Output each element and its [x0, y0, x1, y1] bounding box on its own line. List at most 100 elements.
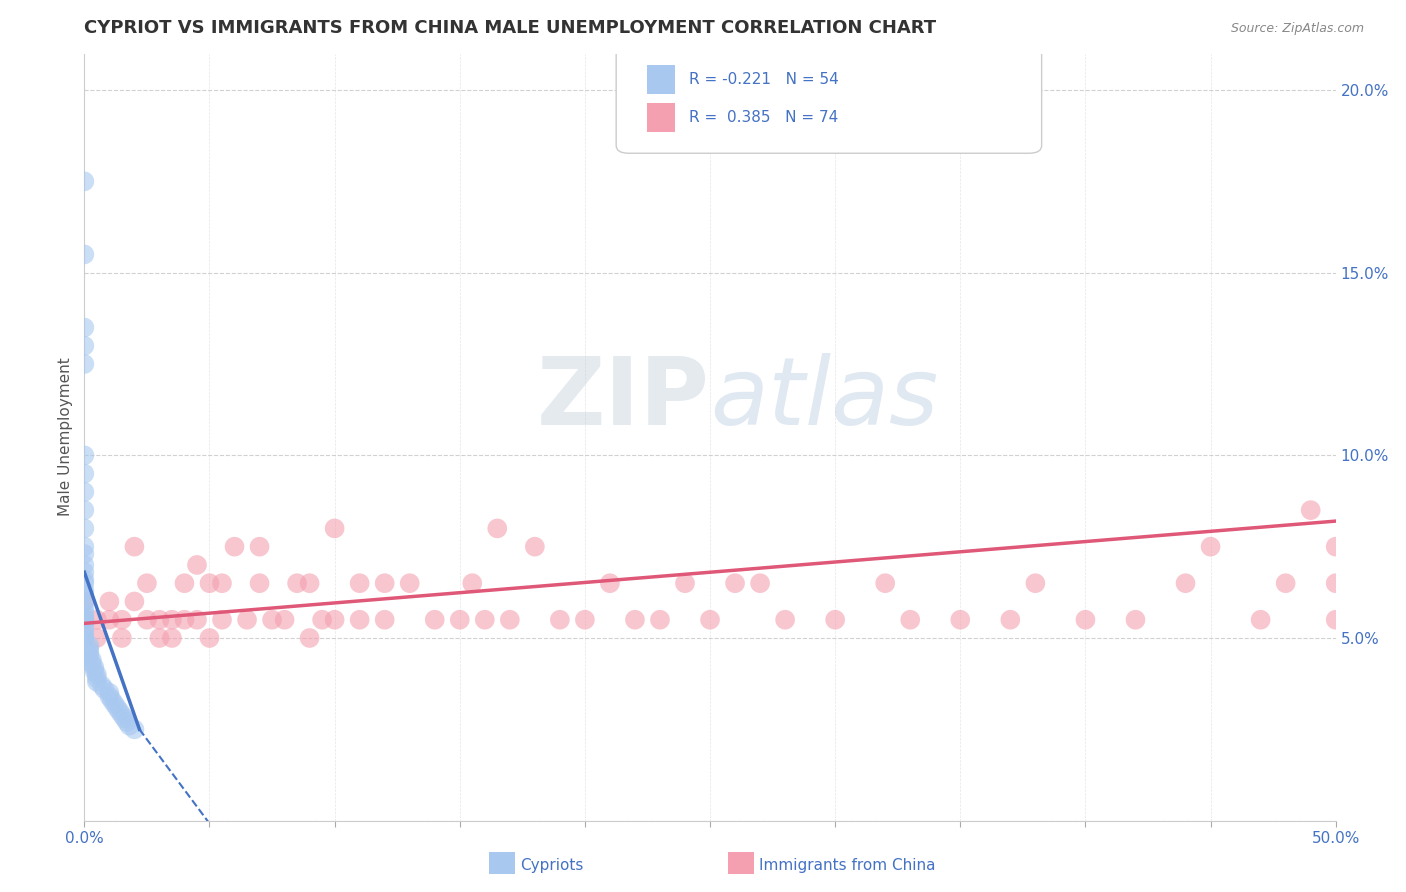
Point: [1000, 613, 1022, 627]
Point: [773, 613, 796, 627]
Point: [374, 576, 396, 591]
Point: [73, 613, 96, 627]
Point: [73, 620, 96, 634]
Point: [73, 558, 96, 572]
Text: R =  0.385   N = 74: R = 0.385 N = 74: [689, 110, 838, 125]
Point: [323, 613, 346, 627]
Point: [79, 638, 101, 652]
Point: [111, 707, 134, 722]
Point: [73, 601, 96, 615]
Point: [73, 573, 96, 587]
Point: [86, 671, 108, 685]
Point: [136, 576, 159, 591]
Point: [1125, 613, 1147, 627]
Point: [83, 660, 105, 674]
Point: [1250, 613, 1272, 627]
Y-axis label: Male Unemployment: Male Unemployment: [58, 358, 73, 516]
Point: [236, 613, 259, 627]
Point: [136, 613, 159, 627]
Point: [79, 646, 101, 660]
Point: [548, 613, 571, 627]
Point: [79, 649, 101, 664]
Point: [1199, 540, 1222, 554]
Point: [73, 606, 96, 620]
Point: [80, 657, 103, 671]
Point: [86, 631, 108, 645]
Point: [90, 678, 112, 692]
Point: [224, 540, 246, 554]
Text: Immigrants from China: Immigrants from China: [759, 858, 936, 872]
Point: [249, 540, 271, 554]
Point: [73, 521, 96, 535]
Point: [73, 631, 96, 645]
Point: [73, 484, 96, 499]
Point: [198, 576, 221, 591]
Point: [173, 576, 195, 591]
Point: [73, 616, 96, 631]
Point: [699, 613, 721, 627]
Point: [98, 690, 121, 704]
Bar: [648, 65, 675, 95]
Point: [262, 613, 284, 627]
Point: [73, 627, 96, 641]
Point: [115, 714, 138, 729]
Point: [198, 631, 221, 645]
Point: [73, 624, 96, 638]
Point: [98, 594, 121, 608]
Point: [73, 594, 96, 608]
Point: [73, 320, 96, 334]
Point: [349, 576, 371, 591]
Point: [73, 503, 96, 517]
Text: CYPRIOT VS IMMIGRANTS FROM CHINA MALE UNEMPLOYMENT CORRELATION CHART: CYPRIOT VS IMMIGRANTS FROM CHINA MALE UN…: [84, 19, 936, 37]
Point: [249, 576, 271, 591]
Point: [148, 631, 170, 645]
Point: [398, 576, 420, 591]
Point: [349, 613, 371, 627]
Point: [73, 357, 96, 371]
Point: [103, 697, 125, 711]
Point: [211, 613, 233, 627]
Point: [73, 613, 96, 627]
Point: [474, 613, 496, 627]
Point: [93, 682, 115, 697]
Point: [124, 540, 146, 554]
Point: [73, 587, 96, 601]
Point: [898, 613, 921, 627]
Point: [73, 448, 96, 462]
Point: [186, 558, 208, 572]
Point: [374, 613, 396, 627]
Point: [724, 576, 747, 591]
Point: [449, 613, 471, 627]
Point: [86, 667, 108, 681]
Point: [80, 653, 103, 667]
Point: [461, 576, 484, 591]
Text: atlas: atlas: [710, 353, 938, 444]
Point: [523, 540, 546, 554]
Point: [186, 613, 208, 627]
Point: [73, 613, 96, 627]
Point: [101, 693, 124, 707]
Point: [73, 174, 96, 188]
Point: [86, 674, 108, 689]
Point: [486, 521, 509, 535]
Point: [73, 594, 96, 608]
Point: [273, 613, 295, 627]
Point: [73, 540, 96, 554]
Point: [112, 711, 135, 725]
Point: [574, 613, 596, 627]
Point: [118, 719, 141, 733]
Point: [824, 613, 846, 627]
Point: [624, 613, 647, 627]
Point: [298, 576, 321, 591]
Point: [108, 704, 131, 718]
Point: [105, 700, 128, 714]
Point: [1174, 576, 1197, 591]
Point: [173, 613, 195, 627]
Point: [1299, 503, 1322, 517]
Point: [599, 576, 621, 591]
Point: [98, 613, 121, 627]
Point: [148, 613, 170, 627]
Point: [648, 613, 671, 627]
Point: [83, 664, 105, 678]
Point: [73, 339, 96, 353]
